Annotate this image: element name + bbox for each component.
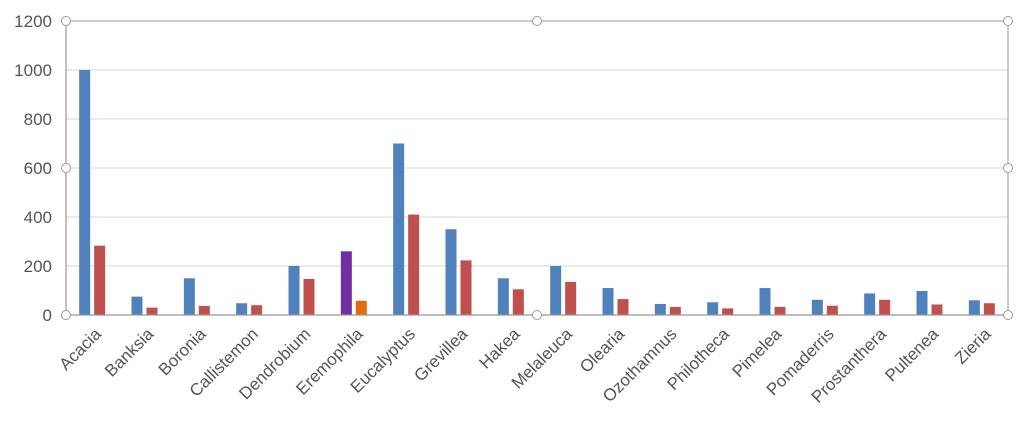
resize-handle[interactable]: [532, 16, 542, 26]
bar-eucalyptus-series-2: [408, 214, 420, 315]
y-tick-label: 1200: [14, 12, 52, 31]
resize-handle[interactable]: [61, 16, 71, 26]
bar-dendrobium-series-1: [288, 266, 300, 315]
bar-ozothamnus-series-2: [669, 306, 681, 315]
x-category-label: Zieria: [951, 324, 995, 368]
bar-pultenea-series-1: [916, 290, 928, 315]
x-category-label: Acacia: [55, 324, 105, 374]
y-tick-label: 200: [24, 257, 52, 276]
x-axis-category-labels: AcaciaBanksiaBoroniaCallistemonDendrobiu…: [55, 324, 995, 407]
bar-acacia-series-1: [79, 70, 91, 315]
bar-grevillea-series-1: [445, 229, 457, 315]
bar-olearia-series-1: [602, 288, 614, 315]
x-category-label: Grevillea: [410, 324, 471, 385]
bar-banksia-series-2: [146, 307, 158, 315]
bar-prostanthera-series-2: [879, 299, 891, 315]
bar-acacia-series-2: [94, 245, 106, 315]
x-category-label: Hakea: [475, 324, 524, 373]
bar-zieria-series-2: [983, 303, 995, 315]
bar-pultenea-series-2: [931, 304, 943, 315]
resize-handle[interactable]: [61, 310, 71, 320]
bar-eremophila-series-1: [340, 251, 352, 315]
y-tick-label: 400: [24, 208, 52, 227]
bar-eucalyptus-series-1: [393, 143, 405, 315]
x-category-label: Olearia: [576, 324, 629, 377]
resize-handle[interactable]: [1003, 163, 1013, 173]
bar-boronia-series-2: [198, 305, 210, 315]
y-tick-label: 0: [43, 306, 52, 325]
bar-eremophila-series-2: [355, 300, 367, 315]
bar-prostanthera-series-1: [864, 293, 876, 315]
resize-handle[interactable]: [61, 163, 71, 173]
bar-olearia-series-2: [617, 299, 629, 315]
y-tick-label: 800: [24, 110, 52, 129]
y-axis-tick-labels: 0 200 400 600 800 1000 1200: [14, 12, 52, 325]
y-tick-label: 1000: [14, 61, 52, 80]
x-category-label: Banksia: [101, 324, 158, 381]
bar-philotheca-series-1: [707, 302, 719, 315]
bar-pimelea-series-1: [759, 288, 771, 315]
bar-philotheca-series-2: [722, 308, 734, 315]
resize-handle[interactable]: [1003, 310, 1013, 320]
bar-grevillea-series-2: [460, 260, 472, 315]
bar-hakea-series-1: [497, 278, 509, 315]
resize-handle[interactable]: [1003, 16, 1013, 26]
bar-melaleuca-series-2: [565, 281, 577, 315]
resize-handle[interactable]: [532, 310, 542, 320]
gridlines: [66, 20, 1008, 316]
bar-banksia-series-1: [131, 296, 143, 315]
bar-callistemon-series-1: [236, 303, 248, 315]
bars: [79, 70, 995, 315]
bar-boronia-series-1: [183, 278, 195, 315]
bar-hakea-series-2: [512, 289, 524, 315]
x-category-label: Pultenea: [881, 324, 942, 385]
bar-melaleuca-series-1: [550, 266, 562, 315]
bar-pomaderris-series-1: [811, 299, 823, 315]
selection-handles[interactable]: [61, 16, 1013, 320]
bar-dendrobium-series-2: [303, 278, 315, 315]
bar-ozothamnus-series-1: [654, 303, 666, 315]
bar-pomaderris-series-2: [826, 305, 838, 315]
bar-callistemon-series-2: [251, 305, 263, 315]
bar-pimelea-series-2: [774, 306, 786, 315]
bar-zieria-series-1: [968, 300, 980, 315]
y-tick-label: 600: [24, 159, 52, 178]
